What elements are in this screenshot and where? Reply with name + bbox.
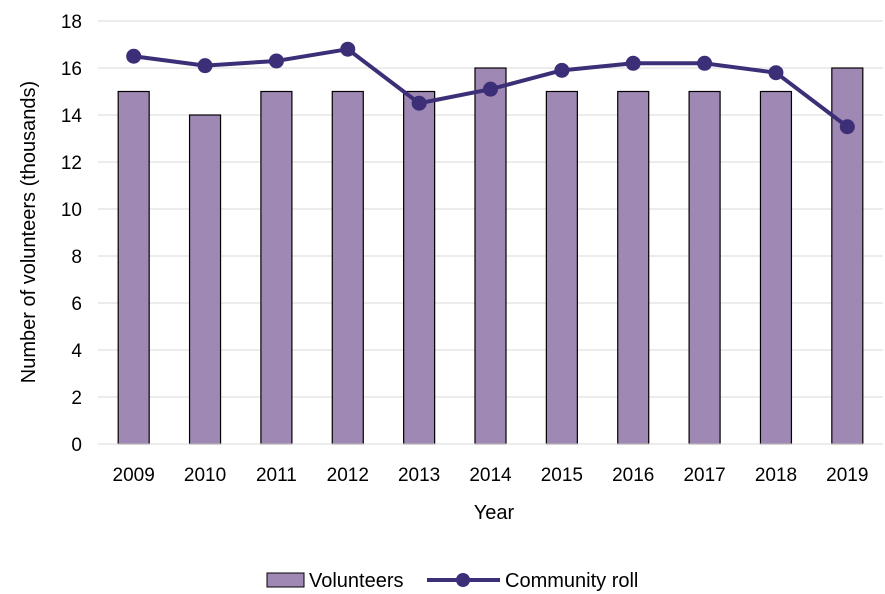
point-community-roll-2018 — [768, 65, 784, 81]
x-tick-label: 2019 — [826, 465, 868, 486]
x-tick-label: 2013 — [398, 465, 440, 486]
point-community-roll-2014 — [483, 81, 498, 97]
bar-volunteers-2012 — [331, 90, 364, 445]
legend-label-volunteers: Volunteers — [309, 570, 404, 592]
y-tick-label: 8 — [71, 247, 82, 268]
y-tick-label: 10 — [61, 200, 82, 221]
bar-volunteers-2011 — [260, 90, 293, 445]
volunteers-bars — [117, 67, 864, 445]
bar-volunteers-2017 — [688, 90, 721, 445]
x-tick-label: 2010 — [184, 465, 226, 486]
point-community-roll-2011 — [268, 53, 284, 69]
point-community-roll-2010 — [197, 58, 213, 74]
legend-marker-community-roll — [456, 573, 470, 587]
x-tick-label: 2012 — [327, 465, 369, 486]
x-tick-label: 2017 — [683, 465, 725, 486]
bar-volunteers-2014 — [474, 67, 507, 445]
x-tick-label: 2015 — [541, 465, 583, 486]
x-tick-label: 2011 — [256, 465, 297, 486]
y-tick-label: 6 — [71, 294, 82, 315]
x-tick-label: 2018 — [755, 465, 797, 486]
x-axis-tick-labels: 2009 2010 2011 2012 2013 2014 2015 2016 2017 2018… — [113, 465, 869, 486]
x-tick-label: 2009 — [113, 465, 155, 486]
legend: Volunteers Community roll — [266, 570, 638, 592]
legend-swatch-volunteers — [266, 572, 305, 588]
point-community-roll-2015 — [554, 62, 570, 78]
bar-volunteers-2013 — [403, 90, 436, 445]
community-roll-line — [126, 41, 855, 135]
y-axis-tick-labels: 0 2 4 6 8 10 12 14 16 18 — [61, 12, 83, 456]
point-community-roll-2016 — [625, 55, 641, 71]
bar-volunteers-2016 — [617, 90, 650, 445]
x-tick-label: 2014 — [469, 465, 512, 486]
point-community-roll-2013 — [411, 95, 427, 111]
point-community-roll-2017 — [697, 55, 713, 71]
y-tick-label: 14 — [61, 106, 83, 127]
y-tick-label: 4 — [71, 341, 82, 362]
bar-volunteers-2015 — [545, 90, 578, 445]
y-tick-label: 16 — [61, 59, 82, 80]
bar-volunteers-2010 — [188, 114, 222, 445]
bar-volunteers-2009 — [117, 90, 150, 445]
y-tick-label: 18 — [61, 12, 82, 33]
point-community-roll-2019 — [839, 119, 855, 135]
bar-volunteers-2018 — [759, 90, 793, 445]
legend-label-community-roll: Community roll — [505, 570, 638, 592]
point-community-roll-2009 — [126, 48, 142, 64]
y-tick-label: 0 — [71, 435, 82, 456]
x-tick-label: 2016 — [612, 465, 654, 486]
y-tick-label: 2 — [71, 388, 82, 409]
x-axis-title: Year — [474, 502, 515, 524]
y-axis-title: Number of volunteers (thousands) — [18, 81, 40, 383]
point-community-roll-2012 — [340, 41, 356, 57]
y-tick-label: 12 — [61, 153, 82, 174]
